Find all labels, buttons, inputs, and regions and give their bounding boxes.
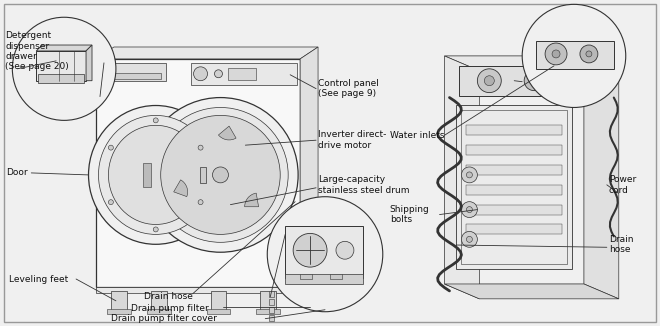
Bar [467, 205, 562, 215]
Polygon shape [96, 47, 318, 59]
Circle shape [108, 200, 114, 205]
Bar [143, 163, 150, 187]
Text: Drain pump filter: Drain pump filter [131, 304, 209, 313]
Bar [457, 106, 572, 269]
Circle shape [108, 145, 114, 150]
Text: Drain
hose: Drain hose [609, 235, 634, 254]
Text: Leveling feet: Leveling feet [9, 274, 69, 284]
Bar [36, 51, 86, 81]
Circle shape [467, 207, 473, 213]
Circle shape [152, 108, 288, 242]
Ellipse shape [88, 106, 223, 244]
Bar [111, 291, 127, 311]
Bar [285, 274, 363, 284]
Bar [467, 225, 562, 234]
Bar [269, 315, 275, 321]
Polygon shape [445, 56, 479, 299]
Text: Shipping
bolts: Shipping bolts [390, 205, 430, 224]
Bar [536, 41, 614, 69]
Bar [459, 66, 569, 96]
Bar [467, 145, 562, 155]
Bar [285, 227, 363, 278]
Polygon shape [86, 45, 92, 81]
Text: Water inlets: Water inlets [390, 131, 444, 140]
Bar [260, 291, 277, 311]
Bar [96, 59, 300, 287]
Bar [445, 56, 584, 284]
Circle shape [336, 241, 354, 259]
Circle shape [522, 4, 626, 108]
Circle shape [467, 172, 473, 178]
Wedge shape [174, 180, 187, 197]
Circle shape [193, 67, 207, 81]
Circle shape [214, 70, 222, 78]
Bar [330, 274, 342, 279]
Bar [147, 309, 171, 314]
Bar [269, 291, 275, 297]
Text: Control panel
(See page 9): Control panel (See page 9) [318, 79, 379, 98]
Bar [191, 63, 297, 85]
Circle shape [143, 97, 298, 252]
Bar [269, 299, 275, 305]
Bar [300, 274, 312, 279]
Bar [269, 307, 275, 313]
Bar [211, 291, 226, 311]
Circle shape [267, 197, 383, 312]
Ellipse shape [108, 125, 203, 225]
Text: Detergent
dispenser
drawer
(See page 20): Detergent dispenser drawer (See page 20) [5, 31, 69, 71]
Circle shape [213, 167, 228, 183]
Circle shape [153, 227, 158, 232]
Bar [150, 291, 167, 311]
Bar [461, 111, 567, 264]
Circle shape [524, 71, 544, 91]
Bar [107, 309, 131, 314]
Bar [101, 63, 166, 81]
Bar [467, 125, 562, 135]
Circle shape [198, 145, 203, 150]
Polygon shape [445, 284, 619, 299]
Circle shape [13, 17, 116, 120]
Circle shape [461, 202, 477, 217]
Bar [467, 165, 562, 175]
Ellipse shape [98, 115, 213, 234]
Circle shape [484, 76, 494, 86]
Polygon shape [36, 45, 92, 51]
Text: Inverter direct-
drive motor: Inverter direct- drive motor [318, 130, 386, 150]
Circle shape [153, 118, 158, 123]
Bar [256, 309, 280, 314]
Wedge shape [245, 193, 259, 207]
Text: Door: Door [7, 169, 28, 177]
Circle shape [477, 69, 502, 93]
Bar [96, 287, 300, 293]
Wedge shape [218, 126, 236, 140]
Bar [467, 185, 562, 195]
Circle shape [461, 167, 477, 183]
Circle shape [161, 115, 280, 234]
Polygon shape [300, 47, 318, 287]
Bar [207, 309, 230, 314]
Circle shape [198, 200, 203, 205]
Polygon shape [584, 56, 619, 299]
Text: Large-capacity
stainless steel drum: Large-capacity stainless steel drum [318, 175, 410, 195]
Polygon shape [445, 56, 619, 71]
Text: Drain pump filter cover: Drain pump filter cover [111, 314, 216, 323]
Bar [106, 73, 161, 79]
Circle shape [545, 43, 567, 65]
Circle shape [586, 51, 592, 57]
Bar [199, 167, 205, 183]
Circle shape [467, 236, 473, 242]
Bar [38, 74, 84, 83]
Circle shape [530, 77, 538, 85]
Text: Power
cord: Power cord [609, 175, 636, 195]
Circle shape [461, 231, 477, 247]
Circle shape [293, 233, 327, 267]
Circle shape [580, 45, 598, 63]
Bar [228, 68, 256, 80]
Text: Drain hose: Drain hose [144, 292, 193, 301]
Circle shape [552, 50, 560, 58]
